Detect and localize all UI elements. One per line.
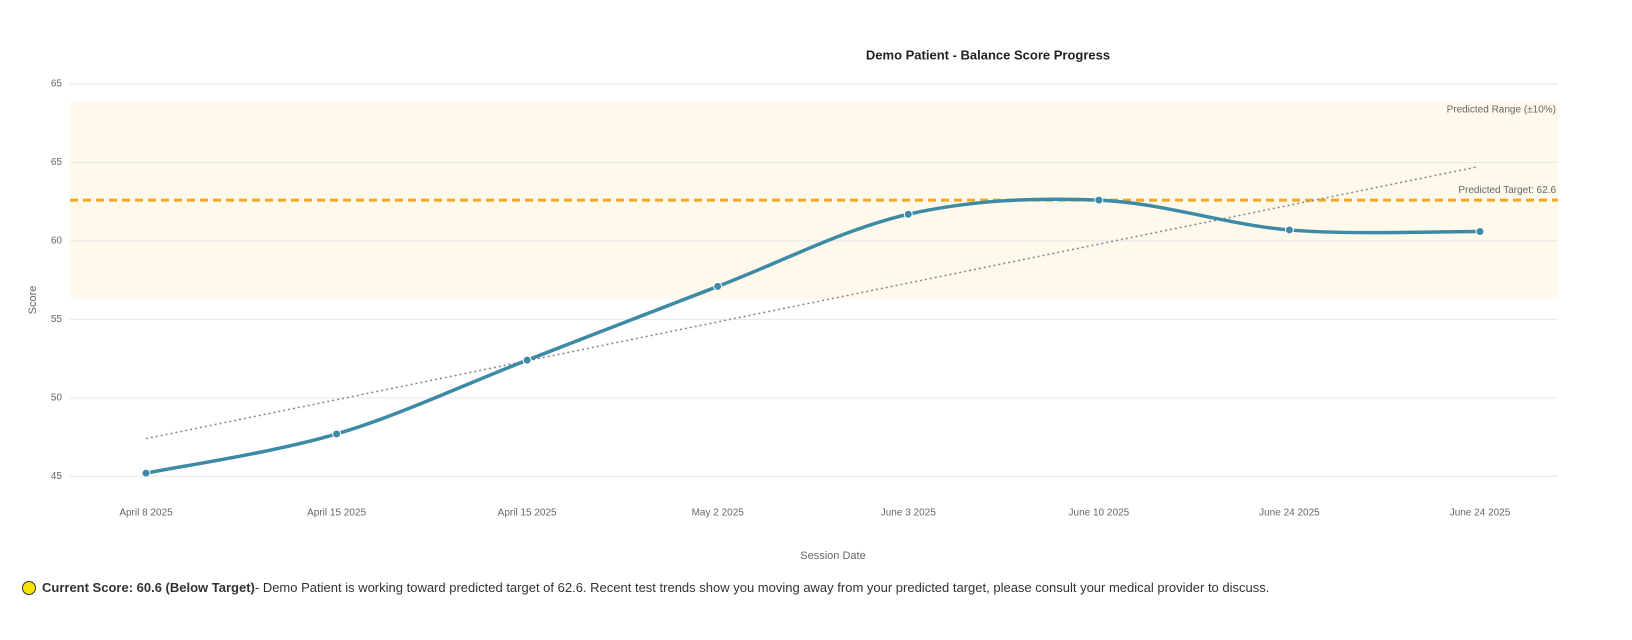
chart: Demo Patient - Balance Score Progress Se… bbox=[27, 47, 1558, 562]
y-axis-label: Score bbox=[27, 286, 39, 315]
status-footer: Current Score: 60.6 (Below Target) - Dem… bbox=[22, 580, 1269, 595]
x-axis-label: Session Date bbox=[800, 550, 865, 562]
score-point bbox=[713, 281, 723, 291]
score-point bbox=[903, 209, 913, 219]
chart-title: Demo Patient - Balance Score Progress bbox=[866, 47, 1110, 62]
y-tick-label: 65 bbox=[51, 79, 63, 90]
range-label: Predicted Range (±10%) bbox=[1447, 105, 1556, 116]
status: Current Score: 60.6 (Below Target) bbox=[42, 580, 255, 595]
score-point bbox=[1475, 227, 1485, 237]
x-tick-label: June 24 2025 bbox=[1259, 508, 1320, 519]
x-tick-label: June 24 2025 bbox=[1450, 508, 1511, 519]
y-tick-label: 65 bbox=[51, 157, 63, 168]
score-point bbox=[332, 429, 342, 439]
score-point bbox=[141, 468, 151, 478]
status-indicator bbox=[22, 580, 36, 595]
x-tick-label: April 15 2025 bbox=[498, 508, 557, 519]
score-line bbox=[145, 197, 1481, 475]
target-label: Predicted Target: 62.6 bbox=[1458, 185, 1556, 196]
status-message: - Demo Patient is working toward predict… bbox=[254, 580, 1270, 595]
x-tick-label: April 8 2025 bbox=[119, 508, 173, 519]
x-tick-label: June 10 2025 bbox=[1069, 508, 1130, 519]
score-point bbox=[522, 355, 532, 365]
y-tick-label: 50 bbox=[51, 392, 63, 403]
x-tick-label: April 15 2025 bbox=[307, 508, 366, 519]
score-point bbox=[1094, 195, 1104, 205]
y-tick-label: 55 bbox=[51, 314, 63, 325]
score-point bbox=[1284, 225, 1294, 235]
trend-line bbox=[145, 166, 1477, 440]
y-tick-label: 60 bbox=[51, 236, 63, 247]
x-tick-label: May 2 2025 bbox=[692, 508, 745, 519]
x-tick-label: June 3 2025 bbox=[881, 508, 936, 519]
y-tick-label: 45 bbox=[51, 471, 63, 482]
